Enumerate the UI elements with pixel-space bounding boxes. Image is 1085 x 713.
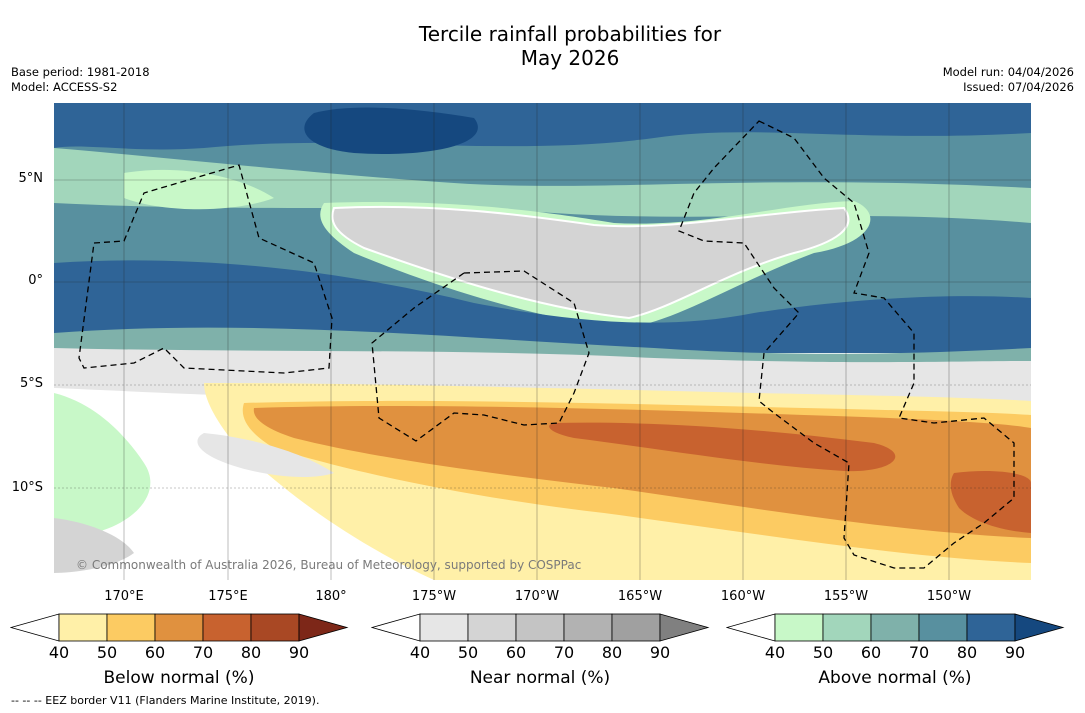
eez-line-islands-french-polynesia — [678, 120, 1015, 569]
model-run-date: Model run: 04/04/2026 — [942, 65, 1074, 79]
colorbar-below-normal — [9, 613, 350, 647]
lon-label-170w: 170°W — [514, 589, 560, 604]
colorbar-below-svg — [9, 613, 349, 642]
colorbar-segment — [515, 613, 565, 642]
below-tick-60: 60 — [144, 643, 166, 662]
map-svg — [54, 103, 1031, 580]
lat-label-10s: 10°S — [11, 480, 43, 495]
lon-label-155w: 155°W — [823, 589, 869, 604]
colorbar-above-normal — [725, 613, 1066, 647]
issued-date: Issued: 07/04/2026 — [963, 80, 1074, 94]
near-tick-50: 50 — [457, 643, 479, 662]
colorbar-segment — [870, 613, 920, 642]
colorbar-above-svg — [725, 613, 1065, 642]
above-tick-80: 80 — [956, 643, 978, 662]
above-strong-top — [54, 103, 1031, 150]
colorbar-min-extend — [725, 613, 776, 642]
lon-label-150w: 150°W — [926, 589, 972, 604]
below-very-strong-2 — [950, 471, 1031, 533]
eez-phoenix — [371, 270, 590, 442]
base-period: Base period: 1981-2018 — [11, 65, 150, 79]
eez-borders — [78, 120, 1015, 569]
title-line-1: Tercile rainfall probabilities for — [418, 22, 722, 46]
graticule — [54, 103, 1031, 580]
map-title: Tercile rainfall probabilities for May 2… — [0, 22, 1085, 70]
colorbar-segment — [966, 613, 1016, 642]
copyright-text: © Commonwealth of Australia 2026, Bureau… — [76, 558, 582, 572]
colorbar-min-extend — [370, 613, 421, 642]
below-tick-90: 90 — [288, 643, 310, 662]
above-southwest-patch — [54, 393, 151, 535]
lat-label-0: 0° — [28, 273, 43, 288]
below-tick-70: 70 — [192, 643, 214, 662]
above-light-patch-1 — [124, 169, 274, 210]
below-normal-label: Below normal (%) — [103, 668, 255, 688]
meta-left: Base period: 1981-2018 Model: ACCESS-S2 — [11, 65, 150, 95]
colorbar-near-svg — [370, 613, 710, 642]
lon-label-170e: 170°E — [104, 589, 144, 604]
below-very-strong-1 — [549, 422, 896, 472]
lon-label-160w: 160°W — [720, 589, 766, 604]
meta-right: Model run: 04/04/2026 Issued: 07/04/2026 — [943, 65, 1074, 95]
above-normal-label: Above normal (%) — [818, 668, 972, 688]
near-tick-80: 80 — [601, 643, 623, 662]
near-tick-60: 60 — [505, 643, 527, 662]
lon-label-175e: 175°E — [208, 589, 248, 604]
below-tick-80: 80 — [240, 643, 262, 662]
above-very-strong-top — [304, 107, 478, 154]
colorbar-max-extend — [1014, 613, 1065, 642]
lon-label-165w: 165°W — [617, 589, 663, 604]
near-normal-grey-north — [331, 205, 850, 320]
lon-label-180: 180° — [315, 589, 347, 604]
colorbar-max-extend — [659, 613, 710, 642]
near-southwest-corner — [54, 518, 134, 573]
colorbar-segment — [563, 613, 613, 642]
below-tick-40: 40 — [48, 643, 70, 662]
colorbar-segment — [774, 613, 824, 642]
above-tick-50: 50 — [812, 643, 834, 662]
below-tick-50: 50 — [96, 643, 118, 662]
colorbar-segment — [58, 613, 108, 642]
near-tick-40: 40 — [409, 643, 431, 662]
above-tick-90: 90 — [1004, 643, 1026, 662]
colorbar-segment — [467, 613, 517, 642]
near-tick-70: 70 — [553, 643, 575, 662]
above-weak-band — [54, 148, 1031, 223]
model-name: Model: ACCESS-S2 — [11, 80, 118, 94]
colorbar-segment — [419, 613, 469, 642]
rainfall-map[interactable] — [54, 103, 1031, 580]
near-tick-90: 90 — [649, 643, 671, 662]
colorbar-segment — [154, 613, 204, 642]
above-tick-40: 40 — [764, 643, 786, 662]
lat-label-5n: 5°N — [18, 171, 44, 186]
above-tick-60: 60 — [860, 643, 882, 662]
colorbar-near-normal — [370, 613, 711, 647]
colorbar-segment — [611, 613, 661, 642]
colorbar-min-extend — [9, 613, 60, 642]
near-normal-label: Near normal (%) — [469, 668, 611, 688]
above-tick-70: 70 — [908, 643, 930, 662]
colorbar-segment — [822, 613, 872, 642]
lon-label-175w: 175°W — [411, 589, 457, 604]
lat-label-5s: 5°S — [19, 376, 43, 391]
near-southwest-patch — [197, 433, 334, 478]
colorbar-segment — [202, 613, 252, 642]
colorbar-segment — [106, 613, 156, 642]
colorbar-max-extend — [298, 613, 349, 642]
colorbar-segment — [918, 613, 968, 642]
eez-tuvalu-kiribati-west — [78, 164, 333, 374]
eez-footnote: -- -- -- EEZ border V11 (Flanders Marine… — [11, 694, 320, 707]
title-line-2: May 2026 — [520, 46, 620, 70]
colorbar-segment — [250, 613, 300, 642]
